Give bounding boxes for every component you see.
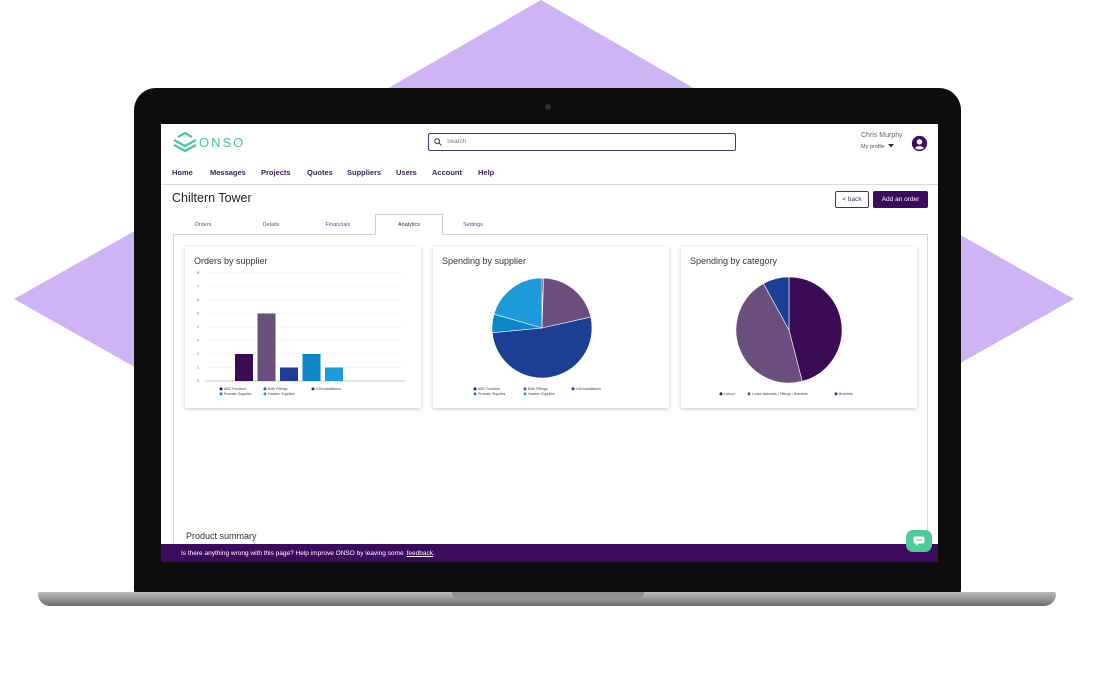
- legend-hadden-supplies: Hadden Supplies: [528, 392, 555, 396]
- legend-both-fittings: Both Fittings: [528, 387, 548, 391]
- decorative-diamond-top: [385, 0, 697, 90]
- legend-marker: [719, 392, 723, 396]
- user-avatar-icon[interactable]: [911, 135, 928, 152]
- legend-marker: [311, 387, 315, 391]
- legend-marker: [523, 392, 527, 396]
- legend-promain-supplies: Promain Supplies: [478, 392, 506, 396]
- bar-promain-supplies[interactable]: [302, 354, 321, 381]
- page-title: Chiltern Tower: [172, 191, 252, 205]
- bar-hadden-supplies[interactable]: [325, 367, 343, 382]
- slice-hadden-supplies[interactable]: [493, 277, 543, 329]
- y-tick-label: 1: [197, 366, 199, 370]
- onso-logo-icon: [173, 132, 197, 152]
- y-tick-label: 3: [197, 339, 199, 343]
- nav-projects[interactable]: Projects: [261, 168, 291, 177]
- laptop-base: [38, 592, 1056, 606]
- legend-labour: Labour: [724, 392, 736, 396]
- chat-button[interactable]: [906, 530, 932, 552]
- bar-cm-installations[interactable]: [280, 367, 298, 382]
- tab-settings[interactable]: Settings: [463, 221, 483, 228]
- nav-users[interactable]: Users: [396, 168, 417, 177]
- legend-marker: [571, 387, 575, 391]
- legend-marker: [747, 392, 751, 396]
- product-summary-title: Product summary: [186, 531, 257, 541]
- bar-abc-furniture[interactable]: [235, 354, 253, 381]
- y-tick-label: 7: [197, 285, 199, 289]
- top-bar: ONSO Chris Murphy My profile: [161, 124, 938, 160]
- legend-marker: [523, 387, 527, 391]
- chevron-down-icon: [888, 144, 895, 148]
- legend-cm-installations: CM Installations: [316, 387, 341, 391]
- legend-marker: [219, 387, 223, 391]
- orders-by-supplier-card: Orders by supplier 0 1 2 3 4 5 6 7 8 ABC Furnitur…: [185, 247, 421, 408]
- slice-cm-installations[interactable]: [491, 316, 593, 379]
- slice-labour[interactable]: [788, 276, 843, 382]
- legend-promain-supplies: Promain Supplies: [224, 392, 252, 396]
- chat-icon: [913, 536, 925, 546]
- tab-analytics[interactable]: Analytics: [375, 214, 443, 235]
- laptop-notch: [452, 592, 644, 598]
- feedback-bar: Is there anything wrong with this page? …: [161, 544, 938, 562]
- nav-account[interactable]: Account: [432, 168, 462, 177]
- main-nav: Home Messages Projects Quotes Suppliers …: [161, 163, 938, 185]
- tab-financials[interactable]: Financials: [325, 221, 351, 228]
- category-pie-title: Spending by category: [690, 256, 778, 266]
- slice-brackets[interactable]: [763, 276, 790, 331]
- nav-messages[interactable]: Messages: [210, 168, 246, 177]
- user-name: Chris Murphy: [861, 132, 903, 139]
- spending-category-pie: Labour Loose Materials / Fittings / Brack…: [719, 276, 853, 396]
- profile-label: My profile: [861, 144, 885, 150]
- y-tick-label: 0: [197, 379, 199, 383]
- legend-hadden-supplies: Hadden Supplies: [268, 392, 295, 396]
- legend-loose-materials-fittings-brackets: Loose Materials / Fittings / Brackets: [752, 392, 808, 396]
- orders-bar-chart: 0 1 2 3 4 5 6 7 8 ABC Furniture Both Fittings CM In…: [197, 271, 405, 396]
- supplier-pie-title: Spending by supplier: [442, 256, 527, 266]
- tab-details[interactable]: Details: [262, 221, 280, 228]
- bar-both-fittings[interactable]: [257, 313, 276, 382]
- search-icon: [434, 138, 442, 146]
- y-tick-label: 4: [197, 325, 199, 329]
- legend-marker: [263, 387, 267, 391]
- orders-chart-title: Orders by supplier: [194, 256, 268, 266]
- nav-help[interactable]: Help: [478, 168, 495, 177]
- legend-abc-furniture: ABC Furniture: [478, 387, 500, 391]
- legend-brackets: Brackets: [839, 392, 853, 396]
- nav-suppliers[interactable]: Suppliers: [347, 168, 382, 177]
- legend-cm-installations: CM Installations: [576, 387, 601, 391]
- spending-by-supplier-card: Spending by supplier ABC Furniture Both F…: [433, 247, 669, 408]
- back-button[interactable]: < back: [835, 191, 869, 208]
- legend-marker: [263, 392, 267, 396]
- spending-by-category-card: Spending by category Labour Loose Materia…: [681, 247, 917, 408]
- y-tick-label: 2: [197, 352, 199, 356]
- camera-icon: [545, 104, 551, 110]
- slice-both-fittings[interactable]: [541, 277, 592, 329]
- search-input[interactable]: [447, 139, 717, 145]
- profile-menu[interactable]: My profile: [861, 144, 895, 150]
- legend-abc-furniture: ABC Furniture: [224, 387, 246, 391]
- logo-text: ONSO: [199, 134, 246, 150]
- y-tick-label: 6: [197, 298, 199, 302]
- app-screen: ONSO Chris Murphy My profile: [161, 124, 938, 562]
- legend-marker: [473, 392, 477, 396]
- y-tick-label: 5: [197, 312, 199, 316]
- tab-orders[interactable]: Orders: [194, 221, 212, 228]
- y-tick-label: 8: [197, 271, 199, 275]
- legend-marker: [219, 392, 223, 396]
- slice-loose-materials-fittings-brackets[interactable]: [735, 283, 803, 384]
- analytics-panel: Orders by supplier 0 1 2 3 4 5 6 7 8 ABC Furnitur…: [173, 234, 928, 562]
- legend-marker: [834, 392, 838, 396]
- legend-marker: [473, 387, 477, 391]
- search-box[interactable]: [428, 133, 736, 151]
- add-order-button[interactable]: Add an order: [873, 191, 928, 208]
- nav-quotes[interactable]: Quotes: [307, 168, 333, 177]
- logo[interactable]: ONSO: [172, 132, 245, 152]
- legend-both-fittings: Both Fittings: [268, 387, 288, 391]
- feedback-text: Is there anything wrong with this page? …: [181, 549, 404, 557]
- nav-home[interactable]: Home: [172, 168, 193, 177]
- feedback-end: .: [432, 549, 435, 557]
- feedback-link[interactable]: feedback: [406, 549, 433, 557]
- spending-supplier-pie: ABC Furniture Both Fittings CM Installatio…: [473, 277, 601, 396]
